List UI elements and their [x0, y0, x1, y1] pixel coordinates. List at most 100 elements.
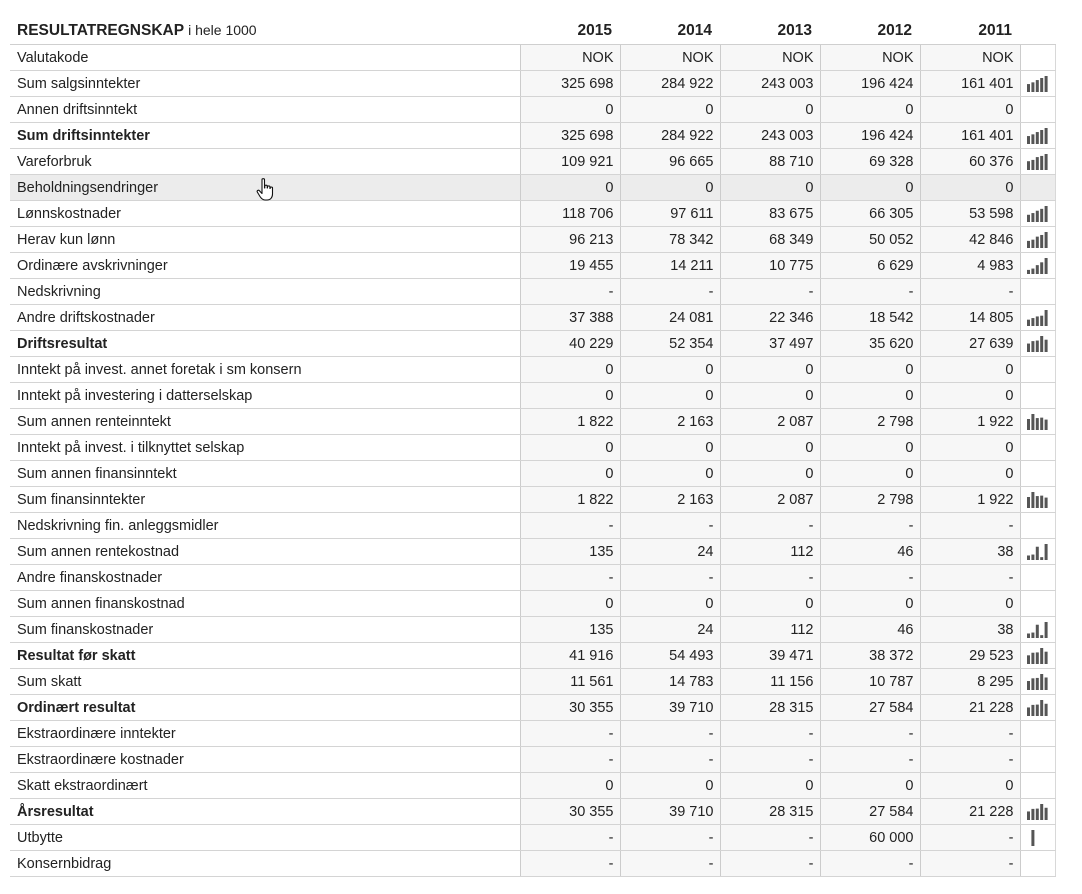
- table-row[interactable]: Sum annen rentekostnad 135 24 112 46 38: [10, 538, 1056, 565]
- sparkline-bar: [1030, 317, 1034, 326]
- bar-sparkline-icon[interactable]: [1026, 699, 1049, 716]
- sparkline-cell[interactable]: [1019, 122, 1056, 149]
- value-cell: 0: [919, 382, 1020, 409]
- value-cell: -: [819, 850, 920, 877]
- table-row[interactable]: Sum finanskostnader 135 24 112 46 38: [10, 616, 1056, 643]
- table-row[interactable]: Sum skatt 11 561 14 783 11 156 10 787 8 295: [10, 668, 1056, 695]
- table-row[interactable]: Lønnskostnader 118 706 97 611 83 675 66 305 5…: [10, 200, 1056, 227]
- table-row[interactable]: Sum driftsinntekter 325 698 284 922 243 003…: [10, 122, 1056, 149]
- bar-sparkline-icon[interactable]: [1026, 127, 1049, 144]
- table-row[interactable]: Utbytte - - -60 000-: [10, 824, 1056, 851]
- table-row[interactable]: Ordinære avskrivninger 19 455 14 211 10 775…: [10, 252, 1056, 279]
- value-cell: -: [619, 512, 720, 539]
- bar-sparkline-icon[interactable]: [1026, 335, 1049, 352]
- table-row[interactable]: Herav kun lønn 96 213 78 342 68 349 50 052 42…: [10, 226, 1056, 253]
- value-cell: 0: [619, 174, 720, 201]
- value-cell: 24: [619, 538, 720, 565]
- bar-sparkline-icon[interactable]: [1026, 257, 1049, 274]
- sparkline-cell[interactable]: [1019, 798, 1056, 825]
- table-row[interactable]: Konsernbidrag - - - - -: [10, 850, 1056, 877]
- value-cell: 38: [919, 538, 1020, 565]
- sparkline-cell: [1019, 356, 1056, 383]
- table-row[interactable]: Nedskrivning - - - - -: [10, 278, 1056, 305]
- sparkline-bar: [1044, 676, 1048, 690]
- sparkline-cell[interactable]: [1019, 148, 1056, 175]
- row-label: Konsernbidrag: [10, 850, 520, 877]
- sparkline-bar: [1030, 159, 1034, 170]
- value-cell: 38 372: [819, 642, 920, 669]
- table-row[interactable]: Andre finanskostnader - - - - -: [10, 564, 1056, 591]
- bar-sparkline-icon[interactable]: [1026, 673, 1049, 690]
- bar-sparkline-icon[interactable]: [1026, 153, 1049, 170]
- sparkline-cell[interactable]: [1019, 70, 1056, 97]
- bar-sparkline-icon[interactable]: [1026, 75, 1049, 92]
- sparkline-cell: [1019, 772, 1056, 799]
- sparkline-cell[interactable]: [1019, 330, 1056, 357]
- bar-sparkline-icon[interactable]: [1026, 647, 1049, 664]
- value-cell: 22 346: [719, 304, 820, 331]
- value-cell: -: [519, 746, 620, 773]
- bar-sparkline-icon[interactable]: [1026, 205, 1049, 222]
- table-row[interactable]: Sum annen renteinntekt 1 822 2 163 2 087 2 7…: [10, 408, 1056, 435]
- value-cell: 14 805: [919, 304, 1020, 331]
- bar-sparkline-icon[interactable]: [1026, 491, 1049, 508]
- table-row[interactable]: Resultat før skatt 41 916 54 493 39 471 38 3…: [10, 642, 1056, 669]
- row-label: Andre driftskostnader: [10, 304, 520, 331]
- table-row[interactable]: Andre driftskostnader 37 388 24 081 22 346 1…: [10, 304, 1056, 331]
- sparkline-cell[interactable]: [1019, 824, 1056, 851]
- table-row[interactable]: Sum annen finanskostnad 0 0 0 0 0: [10, 590, 1056, 617]
- sparkline-cell[interactable]: [1019, 642, 1056, 669]
- bar-sparkline-icon[interactable]: [1026, 231, 1049, 248]
- sparkline-cell[interactable]: [1019, 486, 1056, 513]
- year-header[interactable]: 2011: [920, 18, 1020, 45]
- sparkline-cell: [1019, 512, 1056, 539]
- sparkline-cell[interactable]: [1019, 694, 1056, 721]
- table-row[interactable]: Inntekt på invest. i tilknyttet selskap 0…: [10, 434, 1056, 461]
- table-row[interactable]: Årsresultat 30 355 39 710 28 315 27 584 21 22…: [10, 798, 1056, 825]
- table-row[interactable]: Valutakode NOK NOK NOK NOK NOK: [10, 44, 1056, 71]
- table-row[interactable]: Beholdningsendringer 0 0 0 0 0: [10, 174, 1056, 201]
- bar-sparkline-icon[interactable]: [1026, 309, 1049, 326]
- sparkline-bar: [1026, 554, 1030, 560]
- sparkline-cell[interactable]: [1019, 200, 1056, 227]
- table-row[interactable]: Ordinært resultat 30 355 39 710 28 315 27 58…: [10, 694, 1056, 721]
- table-row[interactable]: Inntekt på investering i datterselskap 0 0…: [10, 382, 1056, 409]
- table-row[interactable]: Ekstraordinære kostnader - - - - -: [10, 746, 1056, 773]
- bar-sparkline-icon[interactable]: [1027, 829, 1049, 846]
- sparkline-cell[interactable]: [1019, 616, 1056, 643]
- value-cell: -: [719, 720, 820, 747]
- value-cell: 27 584: [819, 798, 920, 825]
- table-row[interactable]: Sum salgsinntekter 325 698 284 922 243 003 1…: [10, 70, 1056, 97]
- table-row[interactable]: Driftsresultat 40 229 52 354 37 497 35 620 27…: [10, 330, 1056, 357]
- year-header[interactable]: 2014: [620, 18, 720, 45]
- row-label: Inntekt på invest. annet foretak i sm ko…: [10, 356, 520, 383]
- bar-sparkline-icon[interactable]: [1026, 621, 1049, 638]
- value-cell: -: [719, 824, 820, 851]
- table-row[interactable]: Inntekt på invest. annet foretak i sm ko…: [10, 356, 1056, 383]
- bar-sparkline-icon[interactable]: [1026, 543, 1049, 560]
- sparkline-cell[interactable]: [1019, 304, 1056, 331]
- table-row[interactable]: Sum annen finansinntekt 0 0 0 0 0: [10, 460, 1056, 487]
- year-header[interactable]: 2013: [720, 18, 820, 45]
- value-cell: NOK: [719, 44, 820, 71]
- sparkline-cell[interactable]: [1019, 538, 1056, 565]
- year-header[interactable]: 2012: [820, 18, 920, 45]
- sparkline-cell[interactable]: [1019, 668, 1056, 695]
- bar-sparkline-icon[interactable]: [1026, 413, 1049, 430]
- table-row[interactable]: Ekstraordinære inntekter - - - - -: [10, 720, 1056, 747]
- table-row[interactable]: Annen driftsinntekt 0 0 0 0 0: [10, 96, 1056, 123]
- table-row[interactable]: Sum finansinntekter 1 822 2 163 2 087 2 798 1…: [10, 486, 1056, 513]
- table-row[interactable]: Vareforbruk 109 921 96 665 88 710 69 328 60 3…: [10, 148, 1056, 175]
- sparkline-bar: [1039, 673, 1043, 690]
- table-row[interactable]: Nedskrivning fin. anleggsmidler - - - - -: [10, 512, 1056, 539]
- table-row[interactable]: Skatt ekstraordinært 0 0 0 0 0: [10, 772, 1056, 799]
- value-cell: 6 629: [819, 252, 920, 279]
- sparkline-cell[interactable]: [1019, 252, 1056, 279]
- sparkline-cell[interactable]: [1019, 408, 1056, 435]
- bar-sparkline-icon[interactable]: [1026, 803, 1049, 820]
- sparkline-bar: [1030, 652, 1034, 664]
- value-cell: 2 087: [719, 408, 820, 435]
- year-header[interactable]: 2015: [520, 18, 620, 45]
- sparkline-bar: [1035, 156, 1039, 170]
- sparkline-cell[interactable]: [1019, 226, 1056, 253]
